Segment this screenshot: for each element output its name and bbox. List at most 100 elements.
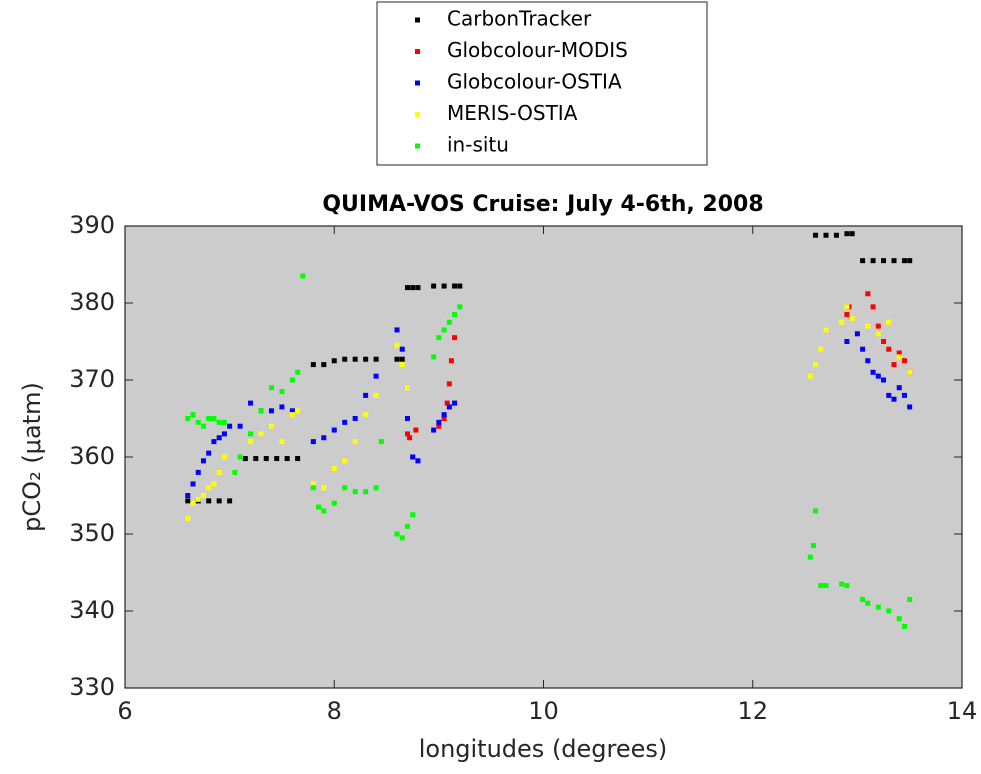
point	[373, 485, 379, 491]
point	[849, 315, 855, 321]
point	[258, 408, 264, 414]
point	[274, 456, 280, 462]
point	[875, 373, 881, 379]
point	[404, 385, 410, 391]
point	[268, 385, 274, 391]
point	[457, 304, 463, 310]
point	[206, 498, 212, 504]
point	[190, 500, 196, 506]
y-tick-label: 390	[69, 211, 115, 239]
point	[404, 416, 410, 421]
point	[363, 392, 369, 398]
point	[195, 419, 201, 425]
point	[870, 304, 876, 310]
point	[870, 258, 876, 264]
point	[221, 431, 227, 437]
point	[410, 512, 416, 518]
point	[331, 466, 337, 472]
point	[211, 439, 217, 445]
point	[448, 358, 454, 364]
legend-marker	[415, 80, 420, 86]
point	[881, 377, 887, 383]
point	[378, 439, 384, 445]
point	[200, 493, 206, 498]
y-tick-label: 380	[69, 288, 115, 316]
point	[807, 554, 813, 560]
point	[844, 339, 850, 344]
point	[185, 498, 191, 504]
point	[907, 596, 913, 602]
point	[404, 285, 410, 291]
point	[216, 419, 222, 425]
x-tick-label: 10	[528, 697, 559, 725]
y-tick-label: 360	[69, 442, 115, 470]
point	[436, 335, 442, 341]
point	[216, 435, 222, 441]
point	[242, 456, 248, 462]
point	[321, 485, 327, 491]
point	[248, 431, 254, 437]
point	[363, 356, 369, 362]
point	[901, 392, 907, 398]
point	[227, 423, 233, 429]
point	[807, 373, 813, 379]
point	[896, 616, 902, 622]
point	[289, 412, 295, 418]
point	[441, 412, 447, 418]
point	[813, 362, 819, 368]
point	[901, 358, 907, 364]
point	[310, 362, 316, 368]
point	[891, 396, 897, 402]
legend-label: Globcolour-OSTIA	[447, 70, 622, 94]
point	[839, 319, 845, 325]
point	[394, 356, 400, 362]
point	[394, 327, 400, 333]
point	[452, 312, 458, 318]
point	[860, 346, 866, 352]
legend-label: MERIS-OSTIA	[447, 101, 578, 125]
point	[410, 285, 416, 291]
point	[363, 489, 369, 495]
point	[452, 283, 458, 289]
point	[211, 481, 217, 487]
point	[289, 377, 295, 383]
point	[896, 385, 902, 391]
point	[216, 498, 222, 504]
point	[190, 481, 196, 487]
legend-label: in-situ	[447, 133, 509, 157]
point	[431, 354, 437, 360]
point	[901, 258, 907, 264]
point	[891, 362, 897, 368]
point	[373, 373, 379, 379]
point	[248, 439, 254, 445]
point	[268, 423, 274, 429]
point	[415, 285, 421, 291]
point	[206, 450, 212, 456]
point	[316, 504, 322, 510]
point	[413, 427, 419, 433]
point	[907, 258, 913, 264]
point	[410, 454, 416, 460]
point	[394, 531, 400, 537]
point	[206, 485, 212, 491]
point	[436, 423, 442, 429]
point	[865, 323, 871, 329]
point	[886, 392, 892, 398]
point	[891, 258, 897, 264]
plot-area	[125, 226, 962, 688]
y-tick-label: 340	[69, 596, 115, 624]
point	[886, 319, 892, 325]
point	[896, 350, 902, 356]
point	[373, 356, 379, 362]
point	[810, 543, 816, 549]
point	[399, 356, 405, 362]
x-tick-label: 8	[327, 697, 342, 725]
point	[253, 456, 259, 462]
point	[886, 608, 892, 614]
point	[399, 346, 405, 352]
point	[823, 583, 829, 589]
legend-label: Globcolour-MODIS	[447, 38, 628, 62]
x-axis-label: longitudes (degrees)	[419, 735, 668, 763]
point	[200, 458, 206, 464]
